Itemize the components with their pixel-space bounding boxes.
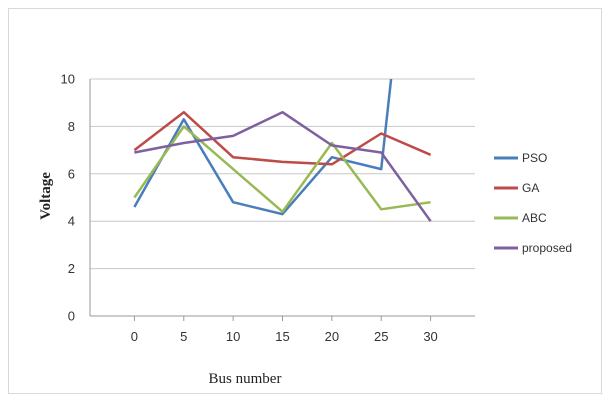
- chart-frame: [8, 8, 602, 394]
- x-tick-labels: 0 5 10 15 20 25 30: [131, 329, 438, 344]
- y-tick-label: 0: [68, 309, 75, 324]
- x-tick-label: 15: [275, 329, 289, 344]
- x-tick-label: 20: [325, 329, 339, 344]
- x-tick-label: 30: [423, 329, 437, 344]
- series-layer: [133, 78, 432, 222]
- x-tick-label: 25: [374, 329, 388, 344]
- y-tick-label: 2: [68, 261, 75, 276]
- series-line-pso: [133, 78, 393, 216]
- y-tick-label: 6: [68, 166, 75, 181]
- legend: PSO GA ABC proposed: [494, 151, 572, 255]
- x-tick-label: 5: [180, 329, 187, 344]
- legend-label-proposed: proposed: [522, 241, 572, 255]
- series-line-proposed: [134, 110, 432, 222]
- legend-label-abc: ABC: [522, 211, 547, 225]
- x-tick-label: 0: [131, 329, 138, 344]
- y-tick-label: 10: [61, 72, 75, 87]
- y-tick-labels: 0 2 4 6 8 10: [61, 72, 75, 324]
- x-tick-label: 10: [226, 329, 240, 344]
- y-tick-label: 4: [68, 214, 75, 229]
- series-line-ga: [133, 110, 432, 166]
- x-axis-title: Bus number: [209, 371, 282, 387]
- y-axis-title: Voltage: [38, 172, 54, 220]
- series-line-abc: [133, 125, 431, 213]
- legend-label-pso: PSO: [522, 151, 547, 165]
- y-tick-label: 8: [68, 119, 75, 134]
- legend-label-ga: GA: [522, 181, 539, 195]
- grid-layer: [89, 78, 475, 321]
